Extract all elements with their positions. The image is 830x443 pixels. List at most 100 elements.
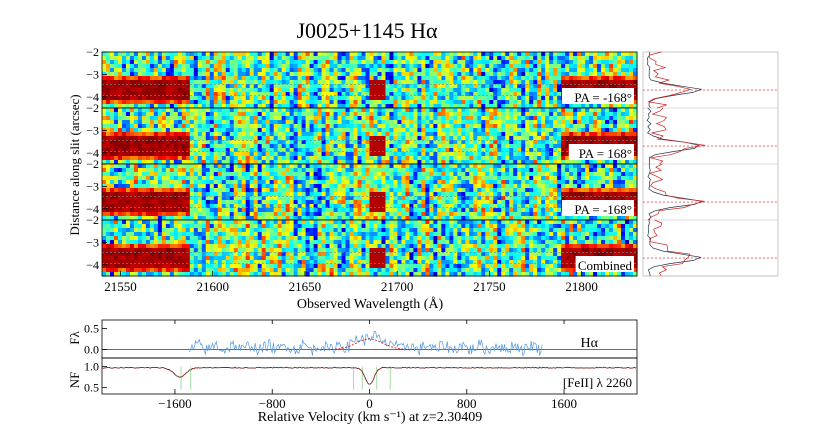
heatmap-cell bbox=[113, 164, 119, 169]
heatmap-cell bbox=[277, 112, 283, 117]
heatmap-cell bbox=[309, 176, 315, 181]
heatmap-cell bbox=[501, 64, 506, 69]
heatmap-cell bbox=[405, 108, 411, 113]
heatmap-cell bbox=[597, 140, 602, 145]
heatmap-cell bbox=[137, 160, 143, 165]
heatmap-cell bbox=[205, 116, 211, 121]
heatmap-cell bbox=[585, 84, 590, 89]
heatmap-cell bbox=[205, 120, 211, 125]
heatmap-cell bbox=[173, 108, 179, 113]
heatmap-cell bbox=[245, 100, 251, 105]
heatmap-cell bbox=[337, 100, 343, 105]
heatmap-cell bbox=[117, 172, 123, 177]
heatmap-cell bbox=[537, 160, 542, 165]
heatmap-cell bbox=[629, 56, 634, 61]
heatmap-cell bbox=[309, 136, 315, 141]
heatmap-cell bbox=[633, 160, 638, 165]
heatmap-cell bbox=[229, 196, 235, 201]
heatmap-cell bbox=[145, 120, 151, 125]
heatmap-cell bbox=[525, 56, 530, 61]
heatmap-cell bbox=[273, 160, 279, 165]
heatmap-cell bbox=[509, 144, 514, 149]
heatmap-cell bbox=[417, 84, 422, 89]
heatmap-cell bbox=[441, 52, 446, 57]
heatmap-cell bbox=[373, 124, 379, 129]
heatmap-cell bbox=[405, 72, 411, 77]
heatmap-cell bbox=[445, 200, 450, 205]
heatmap-cell bbox=[449, 160, 454, 165]
heatmap-cell bbox=[305, 216, 311, 221]
heatmap-cell bbox=[221, 212, 227, 217]
heatmap-cell bbox=[369, 104, 375, 109]
heatmap-cell bbox=[153, 168, 159, 173]
heatmap-cell bbox=[337, 148, 343, 153]
heatmap-cell bbox=[493, 156, 498, 161]
heatmap-cell bbox=[389, 128, 395, 133]
heatmap-cell bbox=[589, 72, 594, 77]
heatmap-cell bbox=[373, 112, 379, 117]
heatmap-cell bbox=[289, 212, 295, 217]
heatmap-cell bbox=[285, 104, 291, 109]
heatmap-cell bbox=[317, 152, 323, 157]
heatmap-cell bbox=[205, 56, 211, 61]
heatmap-cell bbox=[389, 168, 395, 173]
heatmap-cell bbox=[425, 76, 430, 81]
heatmap-cell bbox=[185, 196, 191, 201]
heatmap-cell bbox=[153, 140, 159, 145]
heatmap-cell bbox=[441, 60, 446, 65]
heatmap-cell bbox=[581, 136, 586, 141]
heatmap-cell bbox=[337, 104, 343, 109]
heatmap-cell bbox=[353, 204, 359, 209]
heatmap-cell bbox=[613, 120, 618, 125]
heatmap-cell bbox=[373, 212, 379, 217]
heatmap-cell bbox=[145, 180, 151, 185]
heatmap-cell bbox=[461, 84, 466, 89]
heatmap-cell bbox=[457, 132, 462, 137]
heatmap-cell bbox=[397, 108, 403, 113]
heatmap-cell bbox=[597, 160, 602, 165]
heatmap-cell bbox=[421, 120, 426, 125]
heatmap-cell bbox=[553, 136, 558, 141]
heatmap-cell bbox=[329, 172, 335, 177]
heatmap-cell bbox=[189, 132, 195, 137]
heatmap-cell bbox=[165, 148, 171, 153]
heatmap-cell bbox=[445, 148, 450, 153]
heatmap-cell bbox=[585, 60, 590, 65]
heatmap-cell bbox=[557, 52, 562, 57]
heatmap-cell bbox=[233, 188, 239, 193]
heatmap-cell bbox=[417, 208, 422, 213]
heatmap-cell bbox=[513, 152, 518, 157]
heatmap-cell bbox=[189, 172, 195, 177]
heatmap-cell bbox=[129, 68, 135, 73]
heatmap-cell bbox=[233, 176, 239, 181]
heatmap-cell bbox=[429, 84, 434, 89]
heatmap-cell bbox=[285, 200, 291, 205]
heatmap-cell bbox=[253, 148, 259, 153]
heatmap-cell bbox=[221, 88, 227, 93]
heatmap-cell bbox=[489, 68, 494, 73]
heatmap-cell bbox=[301, 80, 307, 85]
heatmap-cell bbox=[365, 124, 371, 129]
heatmap-cell bbox=[633, 116, 638, 121]
heatmap-cell bbox=[325, 152, 331, 157]
heatmap-cell bbox=[337, 208, 343, 213]
heatmap-cell bbox=[193, 120, 199, 125]
heatmap-cell bbox=[481, 132, 486, 137]
heatmap-cell bbox=[377, 160, 383, 165]
heatmap-cell bbox=[405, 52, 411, 57]
heatmap-cell bbox=[201, 208, 207, 213]
heatmap-cell bbox=[185, 128, 191, 133]
heatmap-cell bbox=[345, 156, 351, 161]
heatmap-cell bbox=[417, 204, 422, 209]
heatmap-cell bbox=[397, 164, 403, 169]
heatmap-cell bbox=[533, 108, 538, 113]
heatmap-cell bbox=[249, 176, 255, 181]
heatmap-cell bbox=[249, 88, 255, 93]
heatmap-cell bbox=[317, 132, 323, 137]
heatmap-cell bbox=[429, 132, 434, 137]
heatmap-cell bbox=[501, 144, 506, 149]
heatmap-cell bbox=[397, 52, 403, 57]
heatmap-cell bbox=[273, 204, 279, 209]
heatmap-cell bbox=[353, 96, 359, 101]
heatmap-cell bbox=[453, 104, 458, 109]
